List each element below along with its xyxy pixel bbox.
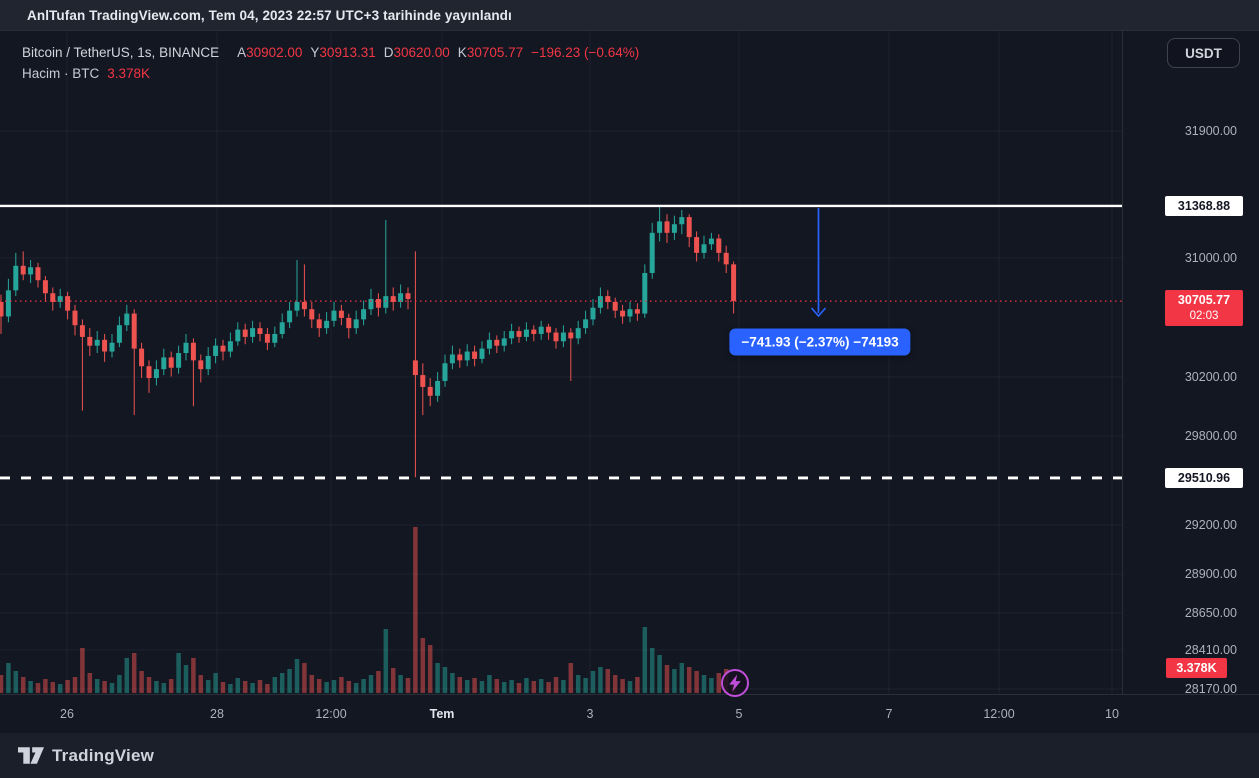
currency-toggle-button[interactable]: USDT [1167,38,1240,68]
time-axis[interactable] [0,694,1259,733]
publish-titlebar: AnlTufan TradingView.com, Tem 04, 2023 2… [0,0,1259,31]
publish-title: AnlTufan TradingView.com, Tem 04, 2023 2… [27,7,512,23]
tradingview-logo-icon[interactable] [18,747,44,764]
alert-lightning-button[interactable] [721,669,749,697]
chart-pane[interactable] [0,31,1122,694]
price-axis[interactable] [1122,31,1259,694]
footer-bar: TradingView [0,733,1259,778]
lightning-icon [729,674,741,692]
measure-tool-label[interactable]: −741.93 (−2.37%) −74193 [729,328,911,356]
tradingview-brand-link[interactable]: TradingView [52,745,155,765]
